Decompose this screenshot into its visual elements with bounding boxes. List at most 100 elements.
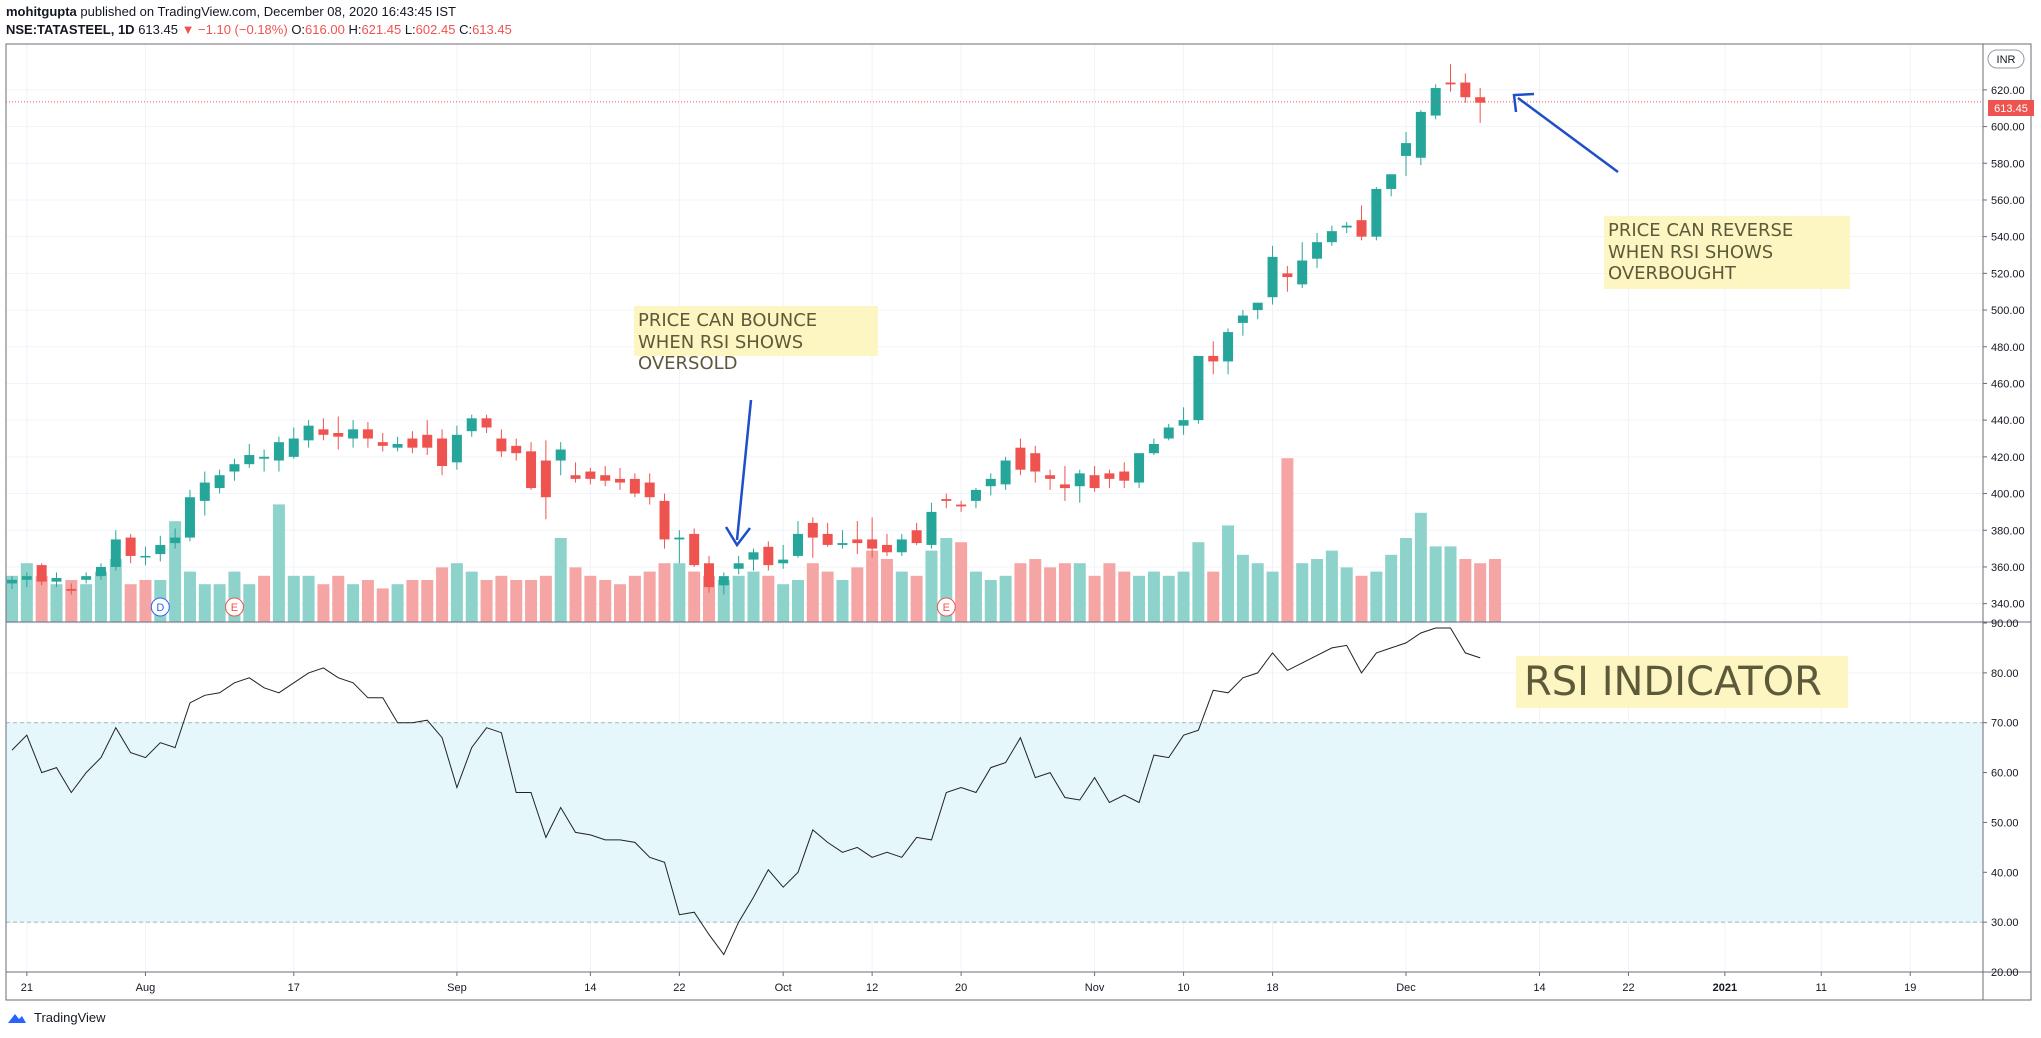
volume-bar [1177,571,1190,622]
candle-body [837,543,848,545]
volume-bar [1029,559,1042,622]
volume-bar [703,575,716,622]
symbol-label[interactable]: NSE:TATASTEEL, 1D [6,22,135,37]
candle-body [66,588,77,591]
candle-body [985,478,996,487]
time-tick-label: Dec [1396,982,1416,994]
candle-body [733,563,744,569]
author-name[interactable]: mohitgupta [6,4,77,19]
price-tick-label: 400.00 [1991,489,2025,501]
volume-bar [1103,563,1116,622]
candlesticks [7,64,1486,595]
candle-body [970,489,981,501]
time-tick-label: Oct [775,982,792,994]
candle-body [392,444,403,448]
candle-body [1237,315,1248,323]
candle-body [1252,302,1263,311]
candle-body [229,464,240,472]
price-axis[interactable]: 340.00 360.00 380.00 400.00 420.00 440.00 460.… [1983,85,2025,611]
time-tick-label: 18 [1266,982,1278,994]
volume-bar [806,563,819,622]
volume-bar [480,580,493,622]
rsi-tick-label: 90.00 [1991,618,2019,630]
candle-body [7,579,17,584]
candle-body [1119,471,1130,481]
low-label: L: [404,22,416,37]
candle-body [1000,460,1011,485]
publish-text: published on TradingView.com, December 0… [80,4,456,19]
close-value: 613.45 [472,22,512,37]
candle-body [451,434,462,463]
volume-bar [910,575,923,622]
volume-bar [169,521,182,622]
annotation-overbought[interactable]: PRICE CAN REVERSE WHEN RSI SHOWS OVERBOU… [1604,216,1850,289]
close-label: C: [459,22,473,37]
volume-bar [258,575,271,622]
volume-bar [1355,575,1368,622]
volume-bar [1118,571,1131,622]
volume-bar [1236,554,1249,622]
candle-body [184,497,195,538]
rsi-axis[interactable]: 20.00 30.00 40.00 50.00 60.00 70.00 80.00 90.00 [1983,618,2019,979]
volume-bar [436,567,449,622]
currency-badge[interactable]: INR [1987,49,2025,69]
tradingview-footer[interactable]: TradingView [6,1010,106,1025]
volume-bar [866,550,879,622]
price-tick-label: 340.00 [1991,599,2025,611]
open-label: O: [291,22,306,37]
volume-bar [554,538,567,622]
time-tick-label: 19 [1904,982,1916,994]
candle-body [1267,256,1278,298]
candle-body [822,533,833,545]
volume-bar [925,550,938,622]
candle-body [1134,453,1145,483]
candle-body [333,433,344,437]
volume-bar [1133,575,1146,622]
volume-bar [1207,571,1220,622]
annotation-rsi-indicator[interactable]: RSI INDICATOR [1516,656,1848,708]
annotation-oversold[interactable]: PRICE CAN BOUNCE WHEN RSI SHOWS OVERSOLD [634,306,878,374]
volume-bar [1192,542,1205,622]
candle-body [1223,332,1234,362]
candle-body [496,438,507,452]
candle-body [644,482,655,498]
candle-body [659,500,670,540]
low-value: 602.45 [415,22,456,37]
volume-bar [272,504,285,622]
candle-body [926,511,937,545]
volume-bar [836,580,849,622]
candle-body [718,576,729,586]
candle-body [555,449,566,461]
rsi-tick-label: 20.00 [1991,967,2019,979]
candle-body [689,533,700,566]
volume-bar [376,588,389,622]
volume-bar [94,571,107,622]
candle-body [1415,111,1426,158]
time-axis[interactable]: 21 Aug 17 Sep 14 22 Oct 12 20 Nov 10 18 Dec 14 22 2021 1… [21,972,1917,994]
volume-bar [969,571,982,622]
candle-body [600,475,611,481]
last-price-tag: 613.45 [1988,100,2034,116]
time-tick-label: 21 [21,982,33,994]
candle-body [807,522,818,538]
price-tick-label: 520.00 [1991,268,2025,280]
candle-body [81,576,92,580]
volume-bar [777,584,790,622]
volume-bar [1444,546,1457,622]
volume-bar [1489,559,1501,622]
time-tick-label: Sep [447,982,467,994]
tradingview-brand: TradingView [34,1010,106,1025]
volume-bar [821,571,834,622]
time-tick-label: 17 [288,982,300,994]
volume-bar [391,584,404,622]
open-value: 616.00 [305,22,345,37]
candle-body [1163,427,1174,439]
volume-bar [1414,512,1427,622]
event-marker-label: D [156,602,164,614]
volume-bar [732,575,745,622]
candle-body [1030,453,1041,472]
volume-bar [317,584,330,622]
volume-bar [955,542,968,622]
